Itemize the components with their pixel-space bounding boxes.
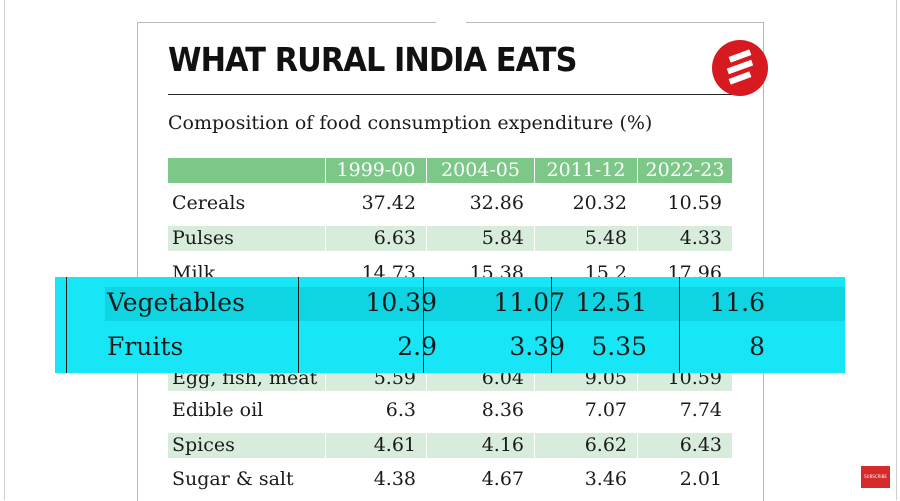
table-cell: 32.86	[469, 192, 524, 214]
table-cell: 37.42	[361, 192, 416, 214]
highlight-divider	[298, 277, 299, 373]
table-cell: 4.33	[679, 227, 722, 249]
row-label: Edible oil	[172, 399, 264, 421]
highlight-cell: 10.39	[365, 288, 437, 317]
column-header: 2011-12	[546, 159, 626, 181]
row-label: Cereals	[172, 192, 246, 214]
table-cell: 10.59	[667, 192, 722, 214]
highlight-divider	[66, 277, 67, 373]
subscribe-badge[interactable]: SUBSCRIBE	[861, 466, 890, 488]
indian-express-logo-icon	[712, 40, 768, 96]
row-label: Sugar & salt	[172, 468, 294, 490]
table-cell: 7.74	[679, 399, 722, 421]
table-cell: 4.16	[481, 434, 524, 456]
highlight-divider	[551, 277, 552, 373]
highlight-cell: 12.51	[575, 288, 647, 317]
highlight-row-vegetables: Vegetables 10.39 11.07 12.51 11.6	[55, 281, 845, 325]
infographic-title: WHAT RURAL INDIA EATS	[168, 40, 577, 79]
highlight-overlay: Vegetables 10.39 11.07 12.51 11.6 Fruits…	[55, 277, 845, 373]
column-header: 2004-05	[441, 159, 520, 181]
table-row: Cereals 37.42 32.86 20.32 10.59	[168, 191, 732, 216]
table-cell: 4.38	[373, 468, 416, 490]
table-row: Spices 4.61 4.16 6.62 6.43	[168, 433, 732, 458]
highlight-cell: 5.35	[591, 332, 647, 361]
highlight-divider	[679, 277, 680, 373]
table-row: Sugar & salt 4.38 4.67 3.46 2.01	[168, 467, 732, 492]
highlight-cell: 11.07	[493, 288, 565, 317]
table-row: Pulses 6.63 5.84 5.48 4.33	[168, 226, 732, 251]
highlight-cell: 2.9	[397, 332, 437, 361]
table-row: Edible oil 6.3 8.36 7.07 7.74	[168, 398, 732, 423]
table-cell: 20.32	[572, 192, 627, 214]
table-subtitle: Composition of food consumption expendit…	[168, 112, 653, 134]
column-header: 2022-23	[645, 159, 725, 181]
highlight-cell: 3.39	[509, 332, 565, 361]
frame-left-edge	[4, 0, 5, 500]
row-label: Pulses	[172, 227, 234, 249]
highlight-row-fruits: Fruits 2.9 3.39 5.35 8	[55, 325, 845, 369]
title-divider	[168, 94, 732, 95]
table-cell: 4.61	[373, 434, 416, 456]
table-cell: 5.48	[584, 227, 627, 249]
card-border-gap	[436, 15, 466, 29]
table-cell: 5.84	[481, 227, 524, 249]
table-header-row: 1999-00 2004-05 2011-12 2022-23	[168, 158, 732, 183]
table-cell: 6.63	[373, 227, 416, 249]
table-cell: 6.3	[385, 399, 416, 421]
highlight-cell: 11.6	[709, 288, 765, 317]
table-cell: 8.36	[481, 399, 524, 421]
highlight-row-label: Vegetables	[107, 288, 245, 317]
infographic-card	[137, 22, 764, 501]
table-cell: 4.67	[481, 468, 524, 490]
table-cell: 3.46	[584, 468, 627, 490]
table-cell: 2.01	[679, 468, 722, 490]
highlight-cell: 8	[749, 332, 765, 361]
table-cell: 6.43	[679, 434, 722, 456]
highlight-row-label: Fruits	[107, 332, 184, 361]
row-label: Spices	[172, 434, 235, 456]
table-cell: 7.07	[584, 399, 627, 421]
highlight-divider	[423, 277, 424, 373]
frame-right-edge	[896, 0, 897, 500]
column-header: 1999-00	[336, 159, 416, 181]
table-cell: 6.62	[584, 434, 627, 456]
